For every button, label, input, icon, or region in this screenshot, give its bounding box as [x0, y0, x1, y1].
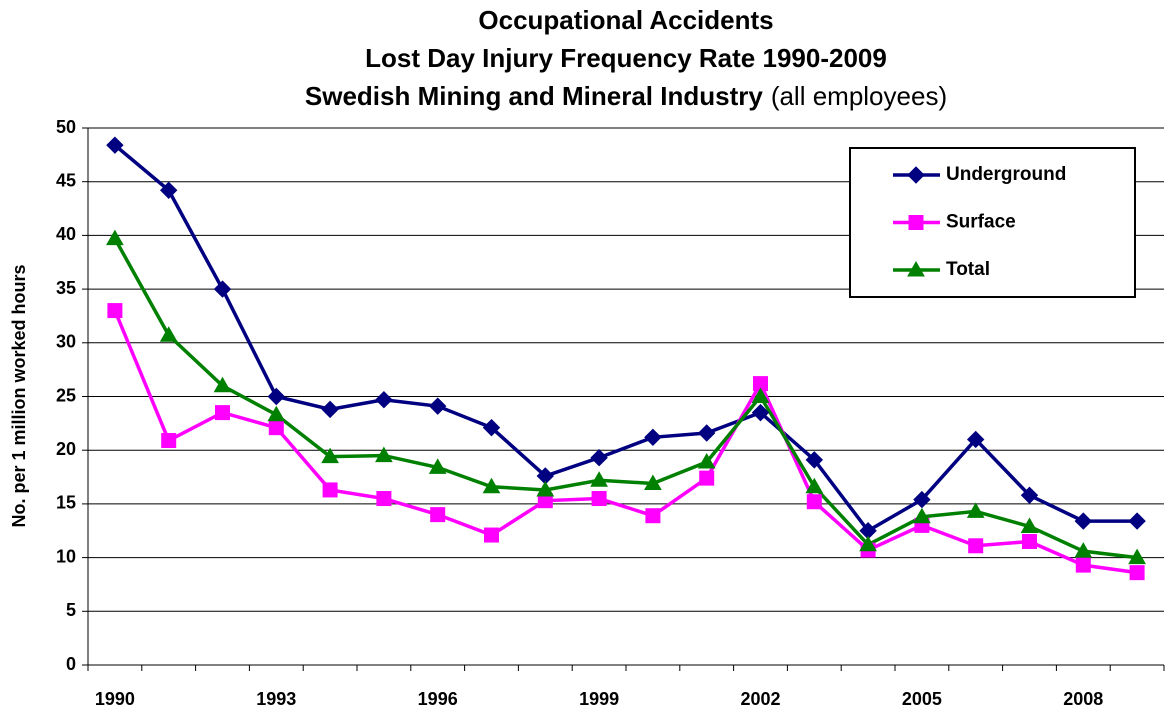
data-point: [645, 508, 661, 524]
y-tick-label: 25: [56, 385, 76, 405]
data-point: [375, 391, 393, 409]
x-tick-label: 2008: [1063, 689, 1103, 709]
data-point: [321, 400, 339, 419]
data-point: [484, 527, 499, 543]
y-tick-label: 30: [56, 332, 76, 352]
y-tick-label: 15: [56, 493, 76, 513]
legend-label: Total: [946, 259, 990, 280]
data-point: [859, 535, 877, 552]
legend-marker: [908, 215, 924, 230]
chart-title: Lost Day Injury Frequency Rate 1990-2009: [365, 43, 887, 73]
data-point: [428, 458, 447, 474]
data-point: [482, 418, 501, 437]
y-tick-label: 10: [56, 546, 76, 566]
data-point: [913, 507, 931, 524]
data-point: [213, 376, 232, 393]
data-point: [1128, 512, 1146, 530]
data-point: [428, 397, 447, 415]
x-tick-label: 1996: [418, 689, 458, 709]
data-point: [106, 136, 124, 154]
data-point: [430, 507, 446, 523]
y-axis-label: No. per 1 million worked hours: [9, 264, 29, 527]
data-point: [1022, 533, 1037, 549]
data-point: [966, 430, 985, 449]
data-point: [159, 326, 178, 342]
data-point: [699, 470, 715, 486]
data-point: [751, 403, 770, 422]
data-point: [805, 477, 824, 494]
data-point: [966, 502, 985, 518]
data-point: [1075, 557, 1091, 573]
chart-title: Occupational Accidents: [478, 5, 773, 35]
data-point: [375, 446, 393, 463]
legend-label: Surface: [946, 212, 1016, 233]
data-point: [161, 433, 177, 449]
data-point: [322, 482, 338, 498]
data-point: [213, 280, 232, 298]
data-point: [267, 387, 286, 406]
data-point: [591, 491, 607, 507]
legend-marker: [907, 260, 925, 277]
y-tick-label: 5: [66, 600, 76, 620]
x-tick-label: 1999: [579, 689, 619, 709]
x-tick-label: 2002: [740, 689, 780, 709]
data-point: [805, 451, 824, 469]
series-line: [113, 309, 1138, 575]
data-point: [913, 490, 931, 509]
data-point: [321, 447, 339, 464]
data-point: [107, 303, 123, 319]
data-point: [1128, 548, 1146, 565]
data-point: [106, 229, 124, 246]
data-point: [697, 453, 716, 469]
chart-title: Swedish Mining and Mineral Industry: [305, 81, 763, 111]
data-point: [590, 471, 608, 487]
series-line: [113, 237, 1138, 560]
legend-label: Underground: [946, 164, 1066, 185]
data-point: [1074, 512, 1093, 530]
data-point: [1020, 517, 1039, 533]
x-tick-label: 2005: [902, 689, 942, 709]
data-point: [590, 449, 608, 467]
data-point: [159, 181, 178, 199]
chart-title: Swedish Mining and Mineral Industry (all …: [305, 81, 947, 111]
data-point: [751, 387, 770, 403]
data-point: [267, 405, 286, 422]
y-tick-label: 0: [66, 654, 76, 674]
data-point: [482, 477, 501, 494]
series-line: [113, 143, 1138, 534]
data-point: [806, 494, 822, 510]
y-tick-label: 35: [56, 278, 76, 298]
data-point: [968, 538, 984, 554]
y-tick-label: 20: [56, 439, 76, 459]
x-tick-label: 1993: [256, 689, 296, 709]
y-tick-label: 40: [56, 224, 76, 244]
data-point: [215, 405, 230, 421]
data-point: [268, 420, 284, 436]
data-point: [644, 428, 662, 447]
y-tick-label: 50: [56, 117, 76, 137]
data-point: [1074, 542, 1093, 558]
data-point: [1129, 565, 1145, 581]
chart-subtitle: (all employees): [771, 81, 947, 111]
legend-marker: [907, 166, 925, 184]
x-tick-label: 1990: [95, 689, 135, 709]
data-point: [1020, 486, 1039, 505]
y-tick-label: 45: [56, 170, 76, 190]
data-point: [697, 424, 716, 442]
data-point: [376, 491, 392, 507]
data-point: [644, 474, 662, 490]
data-point: [536, 480, 555, 497]
